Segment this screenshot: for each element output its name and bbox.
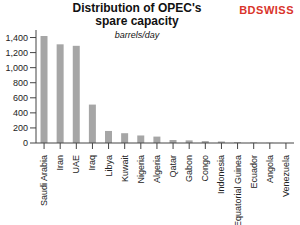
svg-text:Indonesia: Indonesia: [216, 155, 226, 194]
svg-text:1,200: 1,200: [8, 48, 28, 58]
svg-text:800: 800: [13, 78, 28, 88]
svg-text:0: 0: [23, 138, 28, 148]
html-text:BDSWISS: BDSWISS: [239, 4, 294, 16]
svg-text:600: 600: [13, 93, 28, 103]
svg-text:Iraq: Iraq: [87, 155, 97, 171]
svg-text:Congo: Congo: [200, 155, 210, 182]
svg-text:Gabon: Gabon: [184, 155, 194, 182]
html-text:barrels/day: barrels/day: [114, 30, 160, 40]
svg-text:Kuwait: Kuwait: [120, 155, 130, 183]
svg-text:Ecuador: Ecuador: [249, 155, 259, 189]
svg-text:400: 400: [13, 108, 28, 118]
svg-text:Nigeria: Nigeria: [136, 155, 146, 184]
svg-text:1,000: 1,000: [8, 63, 28, 73]
svg-text:Algeria: Algeria: [152, 155, 162, 183]
svg-text:1,400: 1,400: [8, 33, 28, 43]
svg-text:Qatar: Qatar: [168, 155, 178, 178]
svg-text:Equatorial Guinea: Equatorial Guinea: [233, 155, 243, 225]
svg-text:Saudi Arabia: Saudi Arabia: [39, 155, 49, 206]
svg-text:Libya: Libya: [104, 155, 114, 177]
svg-text:200: 200: [13, 123, 28, 133]
svg-text:UAE: UAE: [71, 155, 81, 174]
html-text:Distribution of OPEC's spare c: Distribution of OPEC's spare capacity: [72, 1, 202, 28]
svg-text:Iran: Iran: [55, 155, 65, 171]
svg-text:Venezuela: Venezuela: [281, 155, 291, 197]
svg-text:Angola: Angola: [265, 155, 275, 183]
